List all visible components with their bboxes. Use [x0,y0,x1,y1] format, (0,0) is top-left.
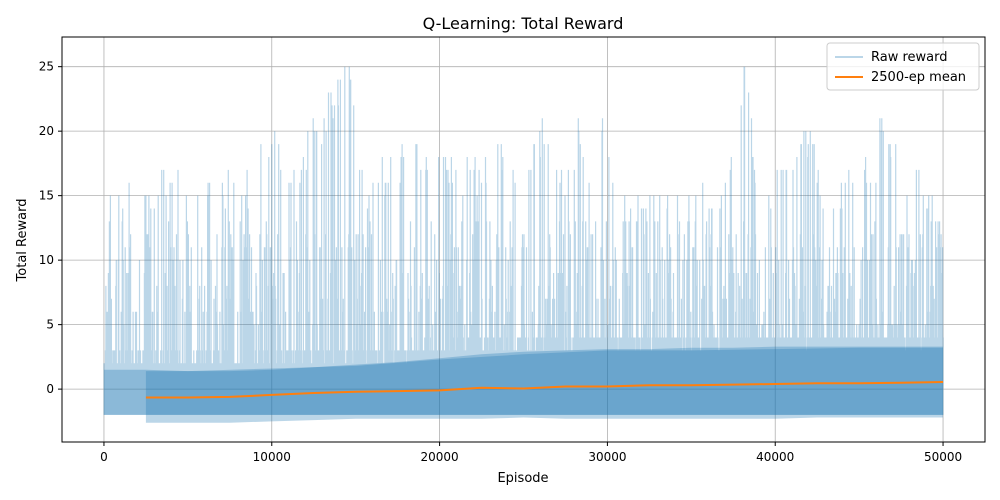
x-tick-label: 40000 [756,450,794,464]
x-tick-label: 50000 [924,450,962,464]
plot-frame [61,36,986,443]
y-tick-label: 10 [39,253,54,267]
mean-reward-line [145,381,944,399]
y-tick-label: 15 [39,189,54,203]
y-tick-label: 0 [46,382,54,396]
x-tick-label: 20000 [420,450,458,464]
raw-reward-dense-band [104,347,943,415]
x-tick-label: 0 [100,450,108,464]
y-axis-label: Total Reward [15,199,30,283]
y-tick-label: 25 [39,60,54,74]
legend: Raw reward 2500-ep mean [826,42,980,91]
legend-label-raw-reward: Raw reward [871,50,948,65]
y-tick-label: 5 [46,318,54,332]
x-axis-label: Episode [497,471,548,486]
y-tick-label: 20 [39,124,54,138]
mean-variance-band [145,346,943,423]
plot-area [103,66,944,423]
raw-reward-line [103,66,944,415]
legend-label-mean: 2500-ep mean [871,70,966,85]
grid-lines [62,37,985,442]
axes: 0 10000 20000 30000 40000 50000 0 5 10 15 20 25 [39,36,986,464]
x-tick-label: 30000 [588,450,626,464]
legend-box [826,42,980,91]
x-tick-label: 10000 [253,450,291,464]
chart-title: Q-Learning: Total Reward [423,14,624,33]
